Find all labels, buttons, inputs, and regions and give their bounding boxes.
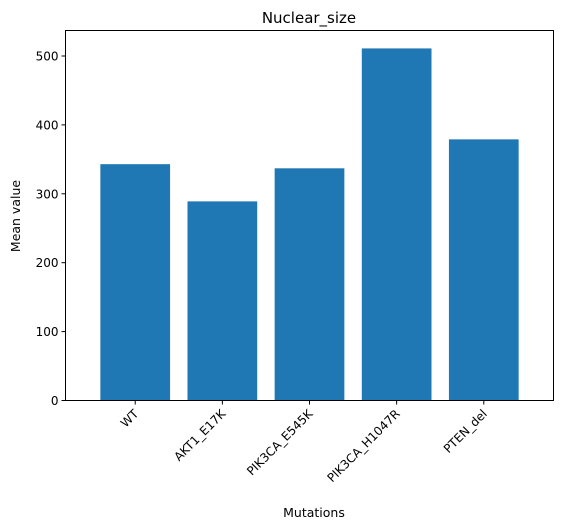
y-tick-label: 400	[36, 118, 59, 132]
bar-pik3ca-h1047r	[361, 48, 432, 401]
bars-group	[100, 48, 519, 401]
y-tick-label: 200	[36, 256, 59, 270]
y-axis-ticks: 0 100 200 300 400 500	[36, 49, 66, 408]
plot-frame	[65, 30, 554, 401]
bar-akt1-e17k	[187, 201, 258, 401]
bar-pten-del	[448, 139, 519, 401]
chart-title: Nuclear_size	[262, 9, 356, 28]
y-tick-label: 300	[36, 187, 59, 201]
bar-pik3ca-e545k	[274, 168, 345, 401]
y-tick-label: 100	[36, 325, 59, 339]
bar-wt	[100, 164, 171, 401]
y-axis-label: Mean value	[8, 180, 23, 252]
y-tick-label: 0	[51, 394, 59, 408]
x-axis-label: Mutations	[283, 505, 345, 520]
y-tick-label: 500	[36, 49, 59, 63]
